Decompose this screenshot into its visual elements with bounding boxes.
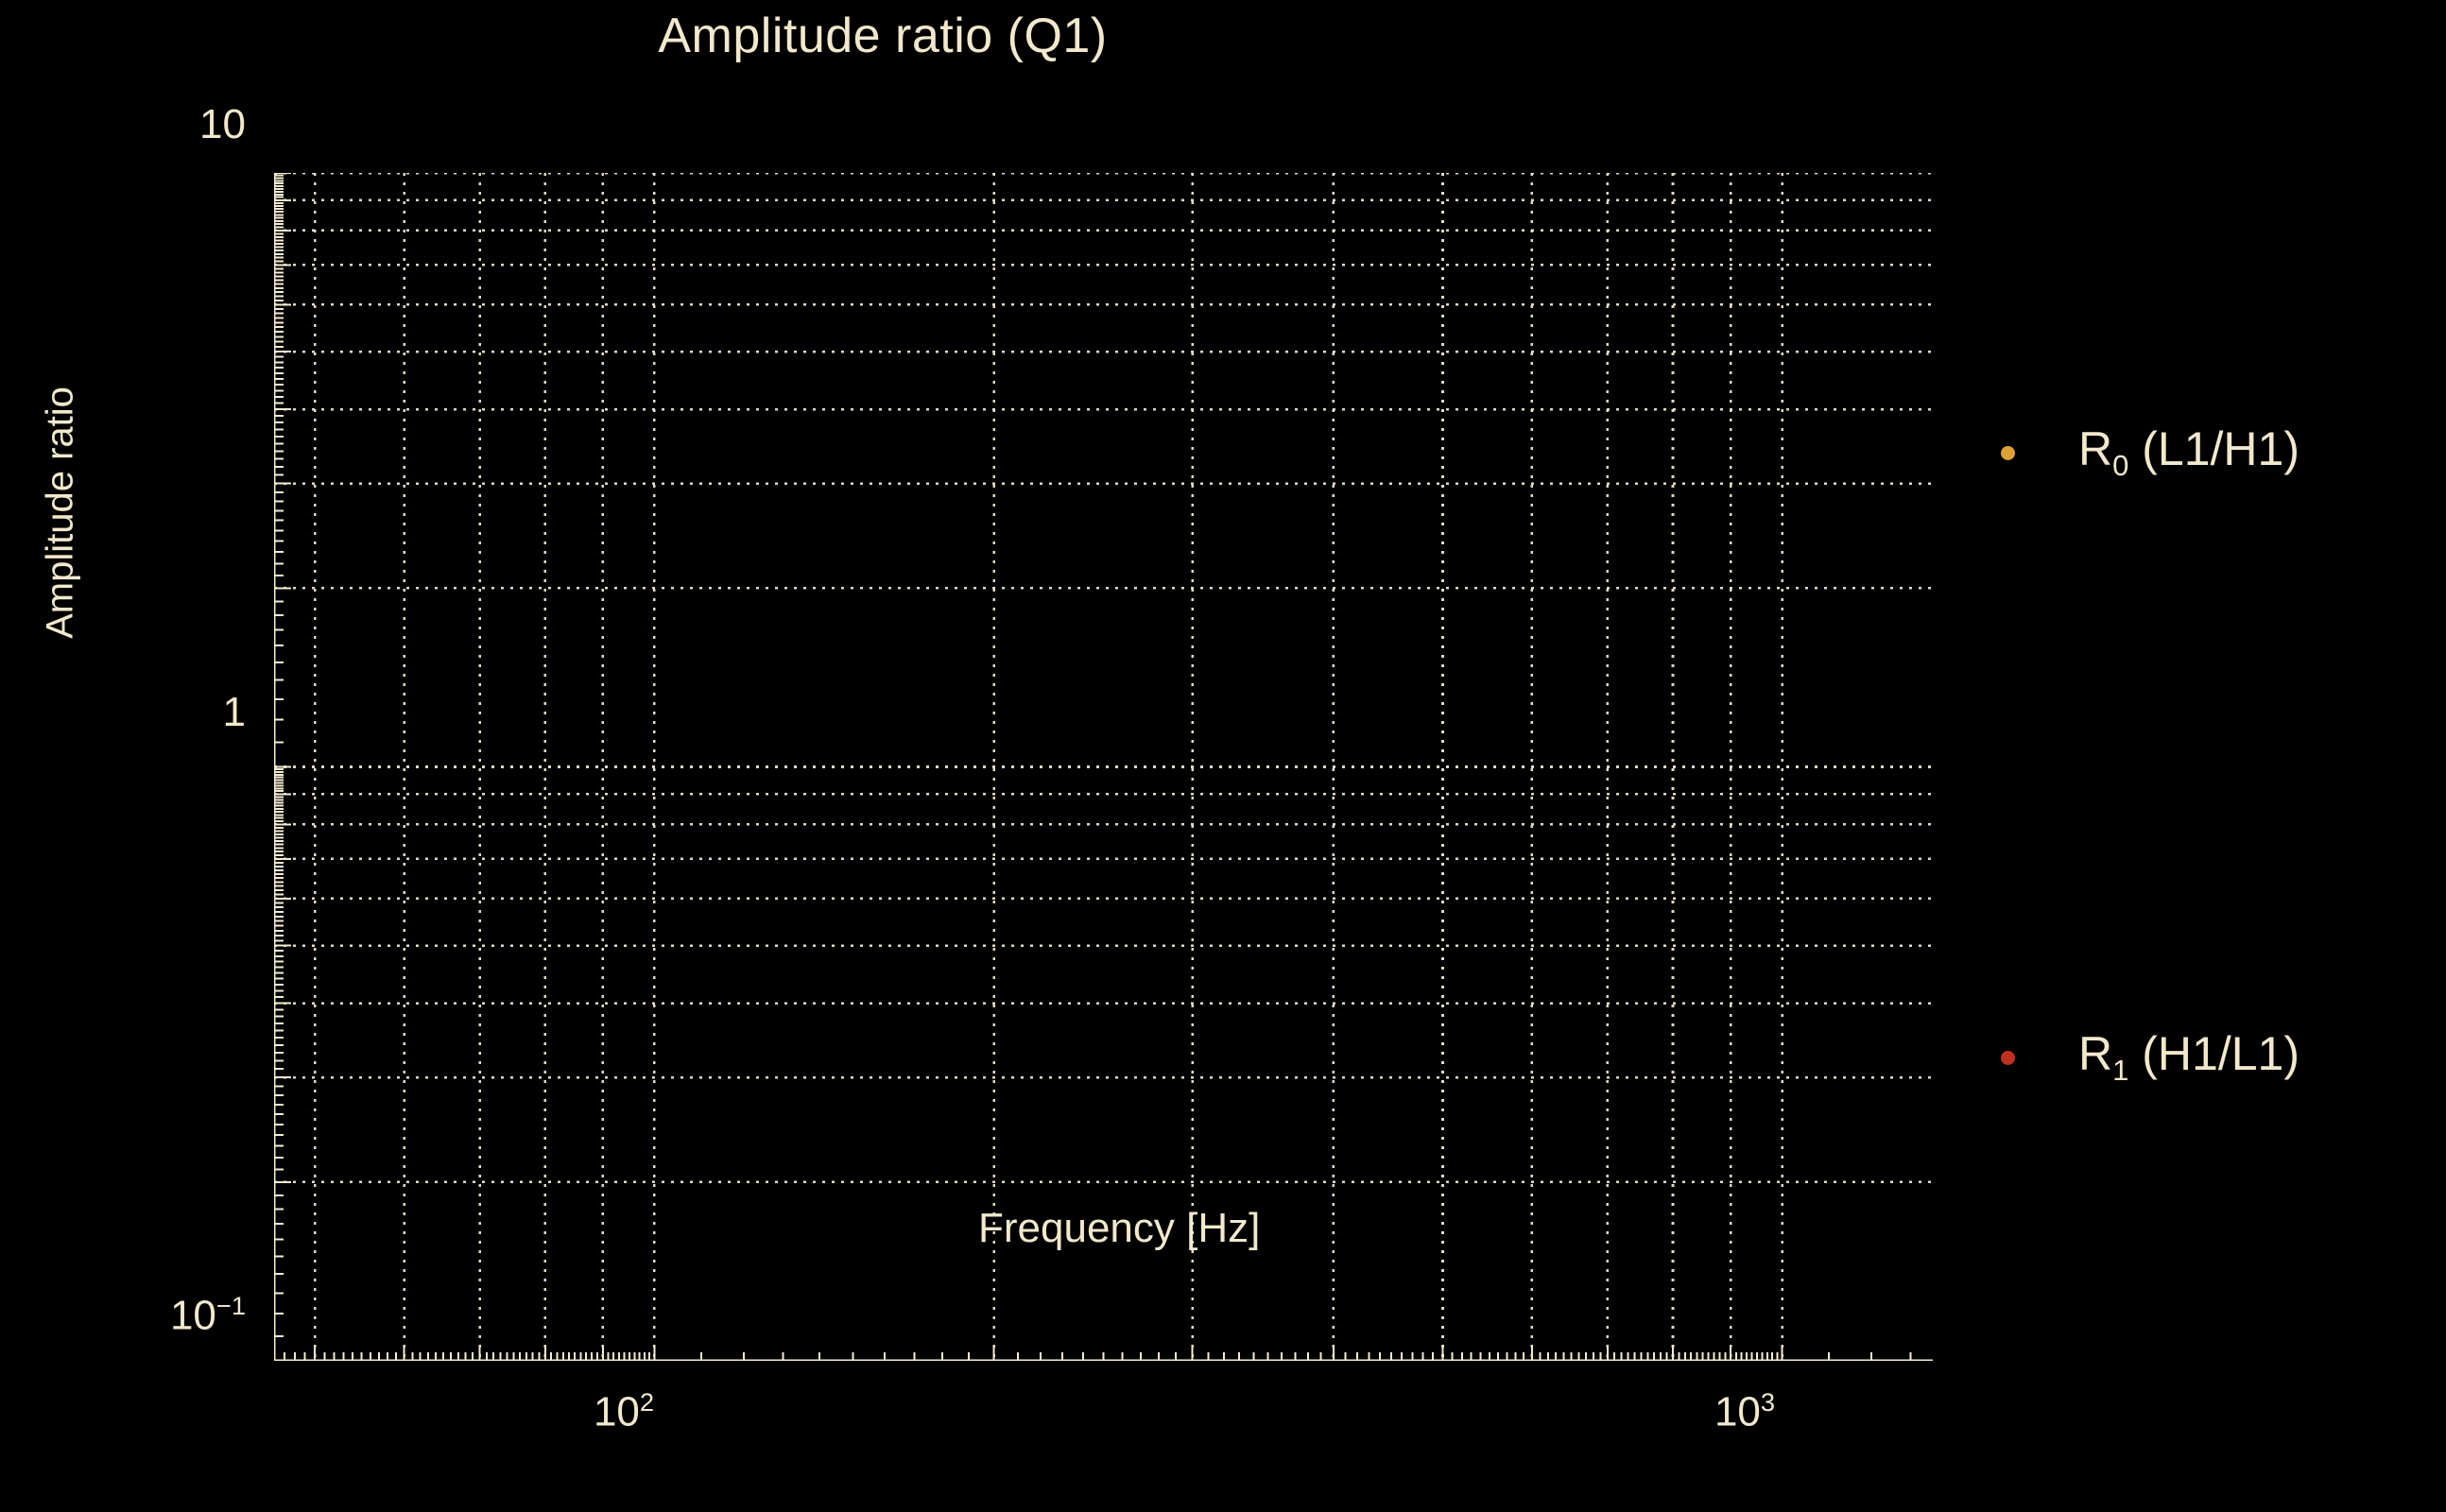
page-title: Amplitude ratio (Q1) — [658, 9, 1108, 63]
legend-marker-icon — [2001, 1050, 2015, 1065]
grid-lines — [274, 173, 1933, 1361]
x-tick-label-1000: 103 — [1714, 1387, 1776, 1435]
x-tick-exponent: 2 — [639, 1387, 655, 1417]
legend-marker-icon — [2001, 445, 2015, 460]
y-tick-label-10: 10 — [199, 101, 246, 147]
y-tick-label-1: 1 — [222, 689, 246, 735]
x-axis-title: Frequency [Hz] — [978, 1205, 1261, 1251]
legend-entry-r0[interactable]: R0 (L1/H1) — [1971, 425, 2300, 480]
legend-label-r1: R1 (H1/L1) — [2078, 1027, 2300, 1087]
y-tick-exponent: −1 — [215, 1291, 246, 1320]
legend-label-r0: R0 (L1/H1) — [2078, 422, 2300, 482]
x-tick-exponent: 3 — [1760, 1387, 1776, 1417]
x-tick-label-100: 102 — [593, 1387, 655, 1435]
legend-entry-r1[interactable]: R1 (H1/L1) — [1971, 1030, 2300, 1085]
legend: R0 (L1/H1) R1 (H1/L1) — [1971, 397, 2415, 1096]
y-axis-title: Amplitude ratio — [39, 387, 81, 639]
plot-area — [274, 173, 1933, 1361]
y-tick-label-0-1: 10−1 — [169, 1291, 246, 1339]
